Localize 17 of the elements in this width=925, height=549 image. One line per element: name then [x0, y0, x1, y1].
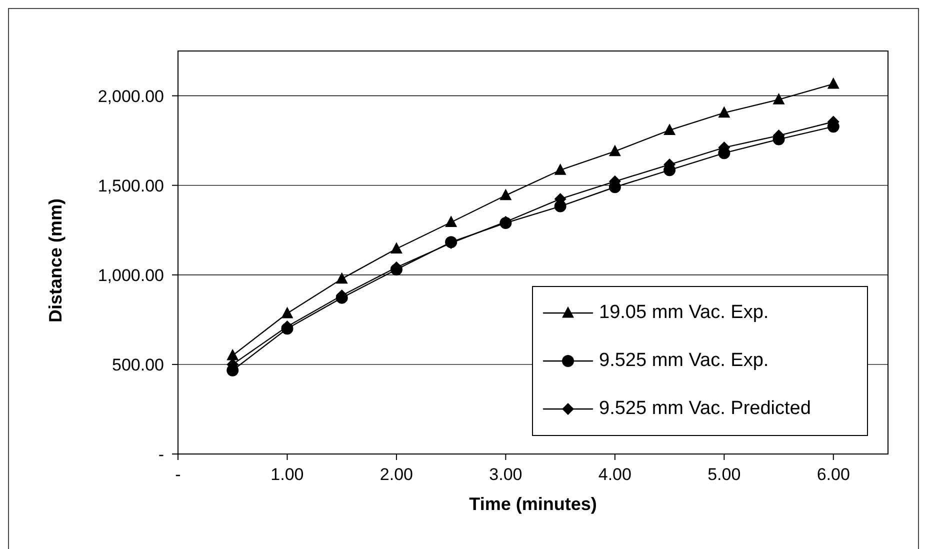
y-axis-title: Distance (mm): [45, 198, 66, 322]
y-tick-label: 2,000.00: [98, 86, 164, 106]
x-tick-label: 1.00: [270, 465, 304, 484]
x-tick-label: 4.00: [598, 465, 632, 484]
y-tick-label: -: [158, 445, 164, 464]
x-tick-label: 5.00: [708, 465, 741, 484]
x-axis-title: Time (minutes): [469, 494, 597, 514]
x-tick-label: 2.00: [380, 465, 414, 484]
y-tick-label: 1,500.00: [98, 176, 164, 196]
legend-label: 9.525 mm Vac. Predicted: [599, 398, 811, 419]
x-tick-label: -: [175, 465, 181, 484]
x-tick-label: 3.00: [489, 465, 522, 484]
legend-label: 9.525 mm Vac. Exp.: [599, 350, 769, 371]
y-tick-label: 1,000.00: [98, 266, 164, 285]
y-tick-label: 500.00: [112, 355, 164, 374]
legend-label: 19.05 mm Vac. Exp.: [599, 302, 769, 323]
x-tick-label: 6.00: [816, 465, 850, 484]
